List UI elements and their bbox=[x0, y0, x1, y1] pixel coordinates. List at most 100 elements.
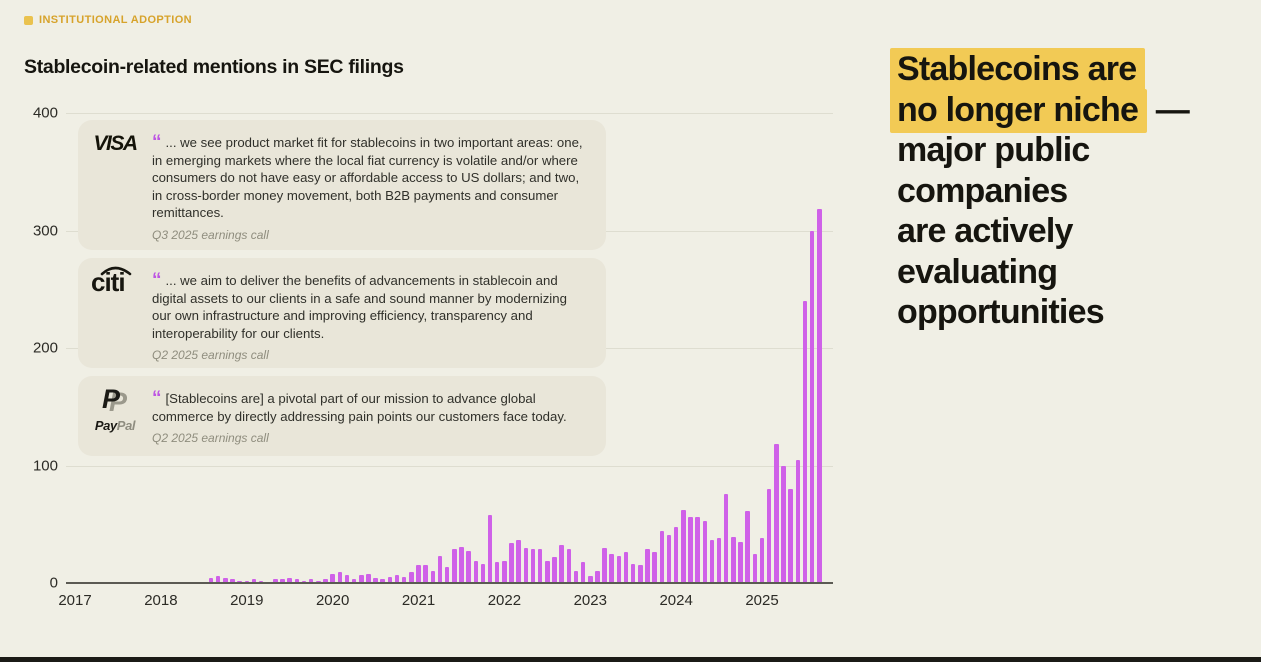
quote-source: Q3 2025 earnings call bbox=[152, 227, 269, 242]
paypal-monogram-icon: P P bbox=[101, 384, 127, 417]
bar-2025-08 bbox=[809, 230, 815, 583]
bar-2024-09 bbox=[731, 537, 736, 583]
bar-2024-05 bbox=[702, 520, 707, 583]
bar-2025-03 bbox=[774, 444, 779, 583]
headline-line: are actively bbox=[897, 212, 1073, 250]
bar-2023-07 bbox=[630, 564, 636, 583]
quote-card-citi: citi “... we aim to deliver the benefits… bbox=[78, 258, 606, 368]
x-axis-label-2019: 2019 bbox=[230, 592, 264, 609]
bar-2021-05 bbox=[444, 566, 450, 583]
bar-2019-11 bbox=[316, 580, 321, 583]
bar-2022-04 bbox=[523, 547, 529, 583]
bar-2020-06 bbox=[366, 573, 371, 583]
bar-2019-07 bbox=[287, 578, 292, 583]
bar-2025-09 bbox=[817, 209, 822, 583]
bottom-accent-bar bbox=[0, 657, 1261, 662]
bar-2025-04 bbox=[781, 465, 786, 583]
paypal-logo-graphic: P P PayPal bbox=[95, 384, 136, 434]
bar-2020-03 bbox=[344, 574, 350, 583]
bar-2023-12 bbox=[666, 534, 672, 583]
bar-2022-11 bbox=[573, 571, 579, 583]
y-axis-label-400: 400 bbox=[32, 104, 58, 122]
bar-2023-11 bbox=[659, 531, 665, 583]
bar-2023-10 bbox=[652, 552, 657, 583]
bar-2020-08 bbox=[380, 579, 385, 583]
bar-2023-03 bbox=[602, 547, 607, 583]
bar-2022-08 bbox=[552, 557, 557, 583]
quote-mark-icon: “ bbox=[152, 388, 161, 409]
bar-2021-06 bbox=[452, 548, 457, 583]
bar-2022-06 bbox=[537, 548, 543, 583]
bar-2019-02 bbox=[251, 579, 257, 583]
bar-2022-01 bbox=[502, 560, 507, 583]
bar-2021-07 bbox=[459, 546, 464, 583]
x-axis-label-2018: 2018 bbox=[144, 592, 178, 609]
bar-2024-01 bbox=[673, 526, 679, 583]
visa-logo: VISA bbox=[93, 132, 138, 155]
bar-2020-04 bbox=[351, 579, 357, 583]
bar-2018-12 bbox=[237, 580, 242, 583]
bar-2020-01 bbox=[330, 573, 335, 583]
x-axis-label-2021: 2021 bbox=[401, 592, 436, 609]
y-axis-label-200: 200 bbox=[32, 339, 58, 357]
bar-2024-02 bbox=[681, 510, 686, 583]
bar-2022-02 bbox=[509, 543, 514, 583]
bar-2020-10 bbox=[394, 574, 400, 583]
quote-card-visa: VISA “... we see product market fit for … bbox=[78, 120, 606, 250]
gridline-400 bbox=[66, 113, 833, 114]
quote-text: “... we aim to deliver the benefits of a… bbox=[152, 270, 567, 341]
citi-logo: citi bbox=[78, 264, 152, 368]
bar-2019-03 bbox=[258, 580, 264, 583]
bar-2019-01 bbox=[244, 580, 249, 583]
bar-2018-09 bbox=[215, 575, 221, 583]
bar-2024-03 bbox=[688, 517, 693, 583]
bar-2020-02 bbox=[337, 572, 343, 583]
bar-2023-08 bbox=[638, 565, 643, 583]
bar-2024-08 bbox=[723, 493, 729, 583]
bar-2022-09 bbox=[559, 545, 564, 583]
bar-2018-11 bbox=[230, 579, 235, 583]
bar-2018-10 bbox=[223, 578, 228, 583]
bar-2021-03 bbox=[430, 571, 436, 583]
bar-2023-09 bbox=[645, 548, 650, 583]
bar-2021-01 bbox=[416, 565, 421, 583]
bar-2023-02 bbox=[595, 571, 600, 583]
y-axis-label-100: 100 bbox=[32, 457, 58, 474]
bar-2025-01 bbox=[759, 538, 765, 583]
bar-2024-04 bbox=[695, 517, 700, 583]
bar-2021-10 bbox=[480, 564, 486, 583]
bar-2019-08 bbox=[294, 579, 300, 583]
quote-mark-icon: “ bbox=[152, 270, 161, 291]
bar-2022-05 bbox=[530, 548, 536, 583]
headline-line: companies bbox=[897, 171, 1068, 210]
x-axis-label-2025: 2025 bbox=[745, 592, 779, 609]
badge-square-icon bbox=[24, 15, 33, 25]
bar-2025-02 bbox=[766, 489, 772, 583]
bar-2022-10 bbox=[566, 548, 572, 583]
quote-card-paypal: P P PayPal “[Stablecoins are] a pivotal … bbox=[78, 376, 606, 456]
bar-2025-07 bbox=[802, 301, 808, 583]
bar-2022-07 bbox=[545, 560, 550, 583]
bar-2018-08 bbox=[208, 578, 214, 583]
quote-mark-icon: “ bbox=[152, 132, 161, 153]
quote-body-citi: “... we aim to deliver the benefits of a… bbox=[152, 258, 606, 368]
bar-2021-09 bbox=[473, 560, 478, 583]
chart-baseline bbox=[66, 582, 833, 584]
bar-2020-09 bbox=[387, 577, 393, 583]
bar-2023-01 bbox=[588, 575, 593, 583]
x-axis-label-2022: 2022 bbox=[487, 592, 522, 609]
quote-text: “... we see product market fit for stabl… bbox=[152, 132, 583, 220]
bar-2024-12 bbox=[752, 553, 758, 583]
bar-2023-06 bbox=[623, 552, 629, 583]
bar-2019-05 bbox=[273, 579, 278, 583]
bar-2021-04 bbox=[437, 555, 443, 583]
bar-2024-07 bbox=[716, 538, 722, 583]
bar-2021-02 bbox=[423, 565, 428, 583]
paypal-logo: P P PayPal bbox=[78, 376, 152, 456]
bar-2024-11 bbox=[745, 511, 750, 583]
bar-2024-10 bbox=[738, 541, 743, 583]
x-axis-label-2017: 2017 bbox=[58, 592, 92, 609]
x-axis-label-2020: 2020 bbox=[315, 592, 350, 609]
y-axis-label-300: 300 bbox=[32, 222, 58, 239]
